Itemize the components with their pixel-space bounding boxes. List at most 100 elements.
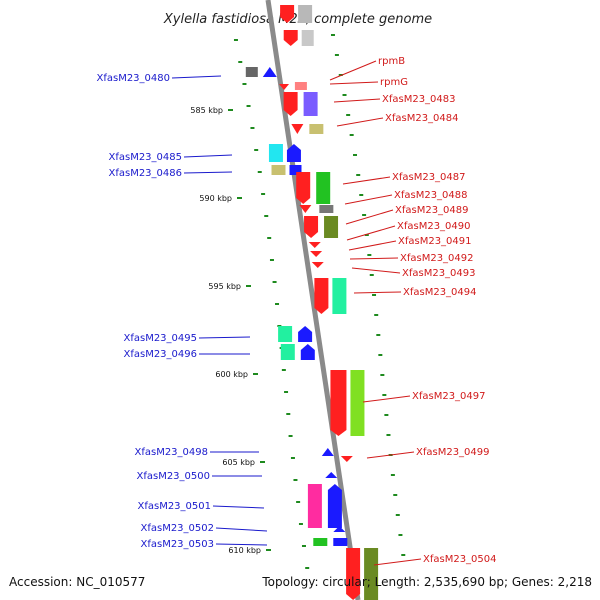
leader-line [342, 176, 391, 185]
gene-arrow [298, 326, 313, 342]
right-label: XfasM23_0490 [397, 221, 471, 232]
leader-line [333, 98, 381, 103]
gene-arrow [262, 67, 277, 77]
gene-block [333, 538, 348, 546]
leader-line [171, 75, 222, 79]
gene-block [289, 165, 302, 175]
gene-arrow [280, 5, 295, 23]
left-label: XfasM23_0501 [137, 501, 211, 512]
gene-block [303, 92, 318, 116]
left-label: XfasM23_0485 [108, 152, 182, 163]
right-label: XfasM23_0497 [412, 391, 486, 402]
gene-block [309, 124, 324, 134]
leader-line [212, 505, 265, 509]
gene-arrow [299, 205, 312, 213]
gene-arrow [327, 484, 342, 528]
gene-arrow [283, 92, 298, 116]
backbone-line [265, 0, 361, 600]
right-label: XfasM23_0483 [382, 94, 456, 105]
leader-line [183, 171, 233, 174]
leader-line [362, 395, 411, 403]
gene-arrow [346, 548, 361, 600]
gene-arrow [330, 370, 347, 436]
right-label: XfasM23_0484 [385, 113, 459, 124]
right-label: XfasM23_0499 [416, 447, 490, 458]
gene-arrow [279, 84, 290, 90]
gene-block [307, 484, 322, 528]
gene-block [332, 278, 347, 314]
leader-line [344, 194, 393, 205]
leader-line [198, 336, 251, 339]
accession-text: Accession: NC_010577 [9, 575, 146, 589]
gene-block [294, 82, 307, 90]
left-label: XfasM23_0503 [140, 539, 214, 550]
map-title: Xylella fastidiosa M23, complete genome [163, 12, 432, 27]
leader-line [329, 60, 377, 81]
gene-arrow [314, 278, 329, 314]
leader-line [353, 291, 402, 294]
gene-block [316, 172, 331, 204]
right-label: XfasM23_0504 [423, 554, 497, 565]
leader-line [366, 451, 415, 459]
leader-line [336, 117, 384, 127]
right-label: rpmG [380, 77, 408, 88]
leader-line [183, 154, 233, 158]
leader-line [349, 257, 399, 260]
gene-arrow [310, 251, 323, 257]
leader-line [373, 558, 422, 566]
scale-label: 605 kbp [222, 458, 255, 467]
gene-block [350, 370, 365, 436]
scale-label: 600 kbp [215, 370, 248, 379]
scale-labels: 585 kbp 590 kbp 595 kbp 600 kbp 605 kbp 610 k… [190, 106, 271, 555]
gene-block [271, 165, 286, 175]
gene-block [268, 144, 283, 162]
gene-block [324, 216, 339, 238]
right-label: rpmB [378, 56, 405, 67]
right-label: XfasM23_0493 [402, 268, 476, 279]
left-label: XfasM23_0496 [123, 349, 197, 360]
leader-line [345, 209, 394, 225]
gene-arrow [308, 242, 321, 248]
leader-line [215, 543, 268, 546]
gene-arrow [296, 172, 311, 204]
scale-label: 585 kbp [190, 106, 223, 115]
gene-arrow [325, 472, 338, 478]
right-label: XfasM23_0491 [398, 236, 472, 247]
left-labels: XfasM23_0480 XfasM23_0485 XfasM23_0486 Xfas… [96, 73, 268, 550]
topology-text: Topology: circular; Length: 2,535,690 bp… [262, 575, 592, 589]
right-label: XfasM23_0492 [400, 253, 474, 264]
gene-arrow [286, 144, 301, 162]
scale-label: 595 kbp [208, 282, 241, 291]
gene-block [298, 5, 313, 23]
right-label: XfasM23_0487 [392, 172, 466, 183]
left-label: XfasM23_0486 [108, 168, 182, 179]
gene-features [245, 5, 379, 600]
leader-line [215, 527, 268, 532]
gene-block [280, 344, 295, 360]
gene-arrow [300, 344, 315, 360]
scale-label: 610 kbp [228, 546, 261, 555]
gene-block [245, 67, 258, 77]
scale-label: 590 kbp [199, 194, 232, 203]
left-label: XfasM23_0480 [96, 73, 170, 84]
gene-block [278, 326, 293, 342]
left-label: XfasM23_0495 [123, 333, 197, 344]
gene-arrow [340, 456, 353, 462]
left-label: XfasM23_0500 [136, 471, 210, 482]
gene-block [319, 205, 334, 213]
left-label: XfasM23_0502 [140, 523, 214, 534]
gene-arrow [283, 30, 298, 46]
right-label: XfasM23_0489 [395, 205, 469, 216]
gene-arrow [321, 448, 334, 456]
gene-block [313, 538, 328, 546]
right-labels: rpmB rpmG XfasM23_0483 XfasM23_0484 XfasM23_… [329, 56, 497, 566]
gene-block [364, 548, 379, 600]
gene-arrow [311, 262, 324, 268]
gene-arrow [333, 526, 346, 532]
gene-block [301, 30, 314, 46]
left-label: XfasM23_0498 [134, 447, 208, 458]
backbone [265, 0, 361, 600]
right-label: XfasM23_0494 [403, 287, 477, 298]
gene-arrow [304, 216, 319, 238]
leader-line [346, 225, 396, 241]
